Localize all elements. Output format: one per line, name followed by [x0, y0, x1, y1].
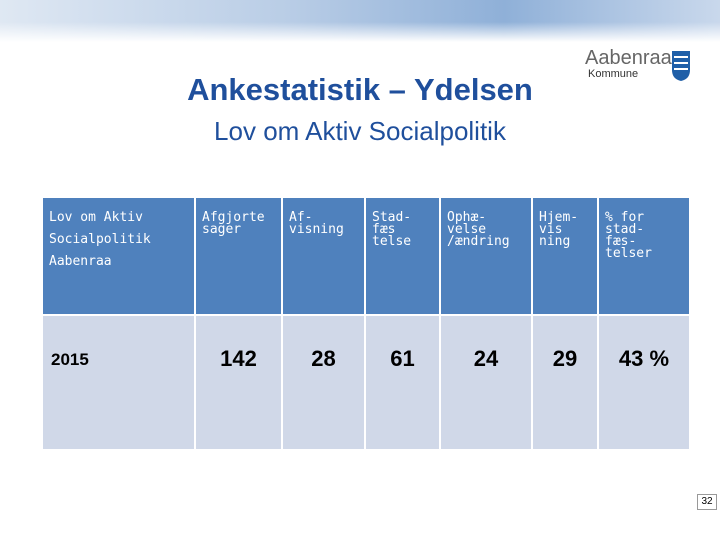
header-text: stad-	[605, 222, 645, 237]
logo-sub: Kommune	[588, 68, 639, 80]
header-cell: Afgjorte sager	[195, 197, 282, 315]
header-text: Afgjorte	[202, 210, 265, 225]
data-cell: 28	[282, 315, 365, 450]
data-cell: 2015	[42, 315, 195, 450]
logo-name: Aabenraa	[585, 47, 672, 69]
header-text: % for	[605, 210, 645, 225]
header-text: Ophæ-	[447, 210, 487, 225]
header-cell: Hjem-vis ning	[532, 197, 598, 315]
page-number: 32	[697, 494, 717, 510]
header-text: telse	[372, 234, 412, 249]
title: Ankestatistik – Ydelsen	[187, 72, 533, 107]
subtitle: Lov om Aktiv Socialpolitik	[214, 116, 506, 146]
header-text: vis	[539, 222, 563, 237]
header-text: ning	[539, 234, 571, 249]
header-text: Stad-	[372, 210, 412, 225]
header-text: telser	[605, 246, 652, 261]
header-cell: % for stad-fæs-telser	[598, 197, 690, 315]
data-cell: 29	[532, 315, 598, 450]
header-text: fæs	[372, 222, 396, 237]
data-cell: 24	[440, 315, 532, 450]
logo: Aabenraa Kommune	[585, 47, 690, 81]
header-cell: Ophæ-velse/ændring	[440, 197, 532, 315]
header-text: /ændring	[447, 234, 510, 249]
logo-shield	[672, 51, 690, 81]
header-text: sager	[202, 222, 242, 237]
data-cell: 43 %	[598, 315, 690, 450]
header-text: velse	[447, 222, 487, 237]
header-text: visning	[289, 222, 344, 237]
data-cell: 61	[365, 315, 440, 450]
banner	[0, 0, 720, 42]
data-cell: 142	[195, 315, 282, 450]
header-text: Af-	[289, 210, 313, 225]
header-text: Lov om Aktiv	[49, 210, 143, 225]
header-text: Aabenraa	[49, 254, 112, 269]
header-cell: Af-visning	[282, 197, 365, 315]
header-cell: Stad-fæs telse	[365, 197, 440, 315]
header-text: Socialpolitik	[49, 232, 151, 247]
header-text: fæs-	[605, 234, 637, 249]
header-text: Hjem-	[539, 210, 579, 225]
header-cell: Lov om Aktiv Socialpolitik Aabenraa	[42, 197, 195, 315]
